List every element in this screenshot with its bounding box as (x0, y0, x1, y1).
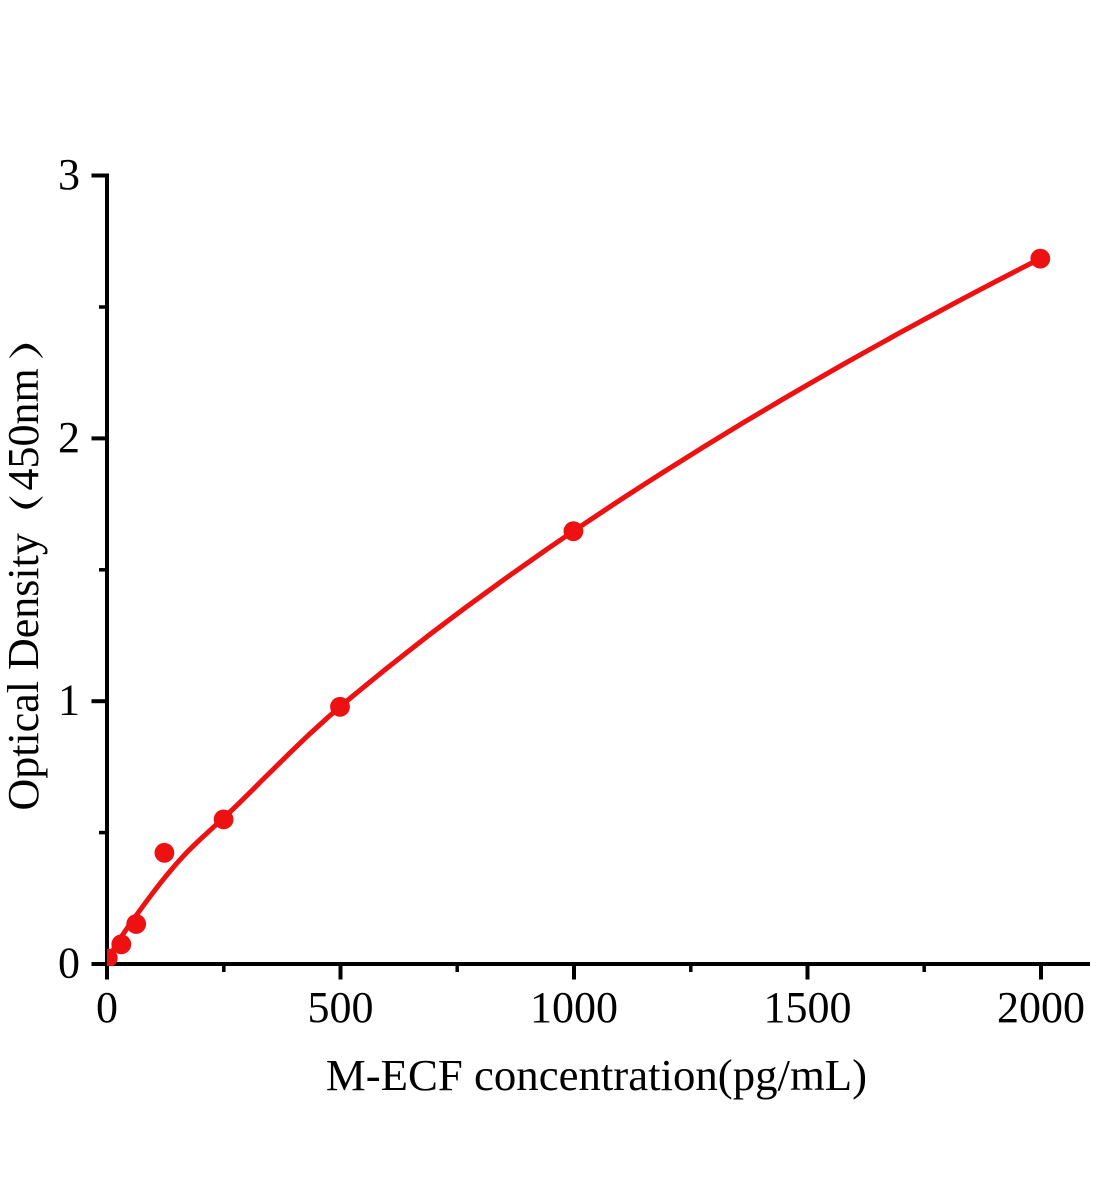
svg-text:2000: 2000 (997, 983, 1085, 1032)
svg-text:1500: 1500 (764, 983, 852, 1032)
svg-text:2: 2 (58, 413, 80, 462)
svg-text:1: 1 (58, 676, 80, 725)
svg-text:M-ECF concentration(pg/mL): M-ECF concentration(pg/mL) (326, 1050, 867, 1100)
svg-text:Optical Density: Optical Density (0, 533, 48, 810)
svg-text:1000: 1000 (530, 983, 618, 1032)
svg-text:500: 500 (308, 983, 374, 1032)
svg-text:3: 3 (58, 150, 80, 199)
svg-text:0: 0 (58, 939, 80, 988)
svg-text:450nm: 450nm (0, 368, 48, 490)
svg-text:0: 0 (96, 983, 118, 1032)
